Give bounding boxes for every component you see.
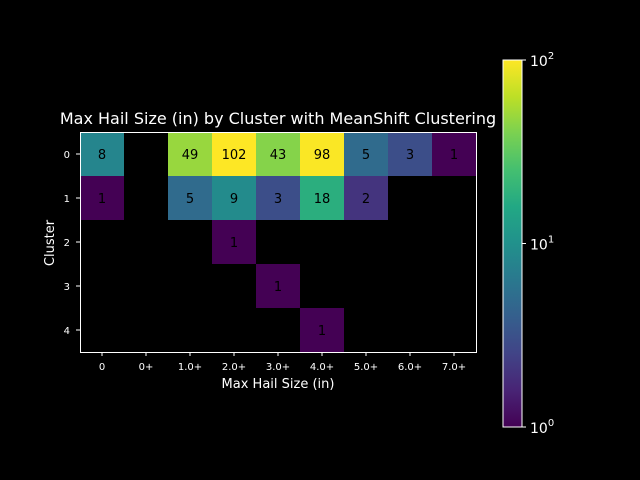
heatmap-cell xyxy=(80,176,124,220)
heatmap-cell xyxy=(256,132,300,176)
cell-value-label: 1 xyxy=(230,236,238,251)
y-tick-label: 2 xyxy=(64,238,70,249)
x-tick-label: 7.0+ xyxy=(442,362,466,373)
y-axis-ticks: 0 1 2 3 4 xyxy=(64,150,80,337)
cell-value-label: 2 xyxy=(362,192,370,207)
heatmap-cell xyxy=(388,132,432,176)
colorbar-tick-label: 100 xyxy=(530,418,554,437)
heatmap-cell xyxy=(300,176,344,220)
heatmap-cells xyxy=(80,132,476,352)
colorbar-tick-label: 102 xyxy=(530,51,554,70)
cell-value-label: 8 xyxy=(98,148,106,163)
heatmap-cell xyxy=(300,132,344,176)
colorbar-ticks: 100 101 102 xyxy=(522,51,554,437)
heatmap-cell xyxy=(256,176,300,220)
y-tick-label: 3 xyxy=(64,282,70,293)
y-axis-label: Cluster xyxy=(43,219,58,266)
chart-title: Max Hail Size (in) by Cluster with MeanS… xyxy=(60,109,496,128)
x-tick-label: 6.0+ xyxy=(398,362,422,373)
y-tick-label: 1 xyxy=(64,194,70,205)
cell-value-label: 3 xyxy=(274,192,282,207)
heatmap-cell xyxy=(212,176,256,220)
heatmap-cell xyxy=(168,176,212,220)
heatmap-cell xyxy=(212,220,256,264)
cell-value-label: 1 xyxy=(274,280,282,295)
cell-value-label: 49 xyxy=(182,148,199,163)
cell-value-label: 18 xyxy=(314,192,331,207)
x-axis-ticks: 0 0+ 1.0+ 2.0+ 3.0+ 4.0+ 5.0+ 6.0+ 7.0+ xyxy=(99,352,466,373)
cell-value-label: 9 xyxy=(230,192,238,207)
heatmap-cell xyxy=(432,132,476,176)
heatmap-cell xyxy=(212,132,256,176)
cell-value-label: 3 xyxy=(406,148,414,163)
x-tick-label: 5.0+ xyxy=(354,362,378,373)
x-tick-label: 0+ xyxy=(139,362,154,373)
colorbar-tick-label: 101 xyxy=(530,235,554,254)
heatmap-cell xyxy=(256,264,300,308)
x-tick-label: 3.0+ xyxy=(266,362,290,373)
heatmap-cell xyxy=(300,308,344,352)
heatmap-cell xyxy=(344,132,388,176)
heatmap-cell xyxy=(80,132,124,176)
colorbar xyxy=(502,59,523,428)
x-tick-label: 1.0+ xyxy=(178,362,202,373)
x-tick-label: 2.0+ xyxy=(222,362,246,373)
cell-value-label: 5 xyxy=(362,148,370,163)
x-axis-label: Max Hail Size (in) xyxy=(222,377,335,392)
y-tick-label: 0 xyxy=(64,150,70,161)
y-tick-label: 4 xyxy=(64,326,70,337)
cell-value-label: 98 xyxy=(314,148,331,163)
cell-value-label: 1 xyxy=(318,324,326,339)
cell-value-label: 1 xyxy=(450,148,458,163)
cell-value-label: 1 xyxy=(98,192,106,207)
cell-value-label: 43 xyxy=(270,148,287,163)
x-tick-label: 0 xyxy=(99,362,105,373)
heatmap-cell xyxy=(344,176,388,220)
cell-value-label: 102 xyxy=(222,148,247,163)
heatmap-cell xyxy=(168,132,212,176)
x-tick-label: 4.0+ xyxy=(310,362,334,373)
cell-value-label: 5 xyxy=(186,192,194,207)
